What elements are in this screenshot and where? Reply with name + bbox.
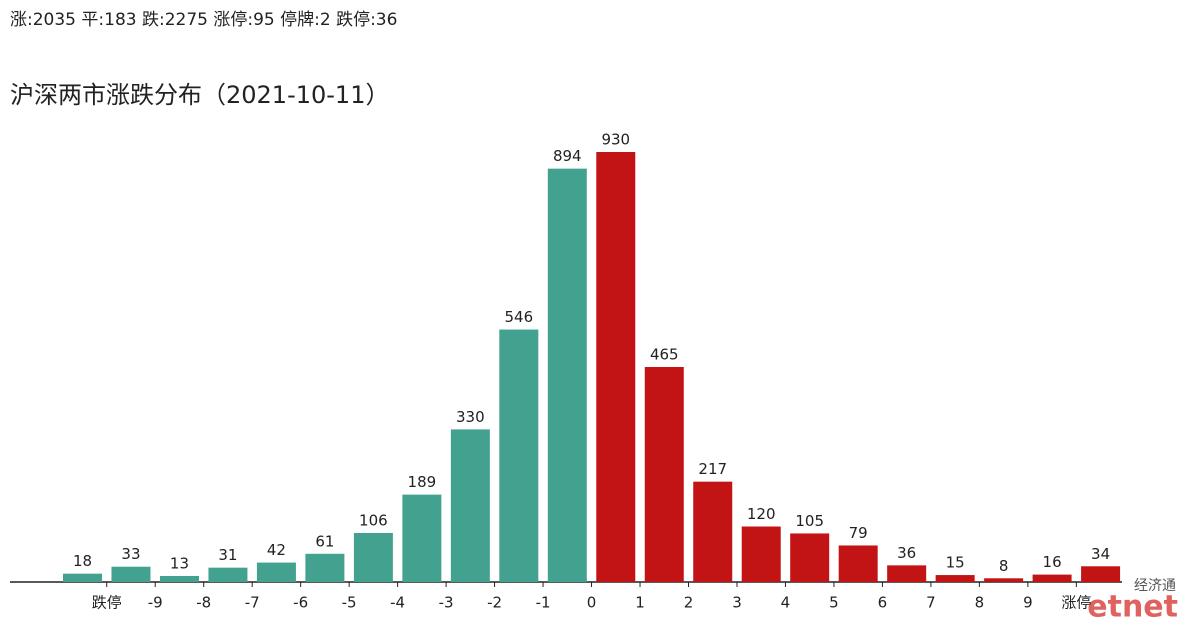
data-label: 34 (1091, 545, 1110, 563)
data-label: 16 (1043, 553, 1062, 571)
x-tick-label: -7 (245, 594, 260, 612)
x-tick-label: -4 (390, 594, 405, 612)
bar (450, 429, 490, 582)
bar (1032, 574, 1072, 582)
x-tick-label: -2 (487, 594, 502, 612)
data-label: 61 (315, 532, 334, 550)
data-label: 36 (897, 544, 916, 562)
chart-title: 沪深两市涨跌分布（2021-10-11） (10, 81, 389, 109)
data-label: 15 (946, 554, 965, 572)
bar (741, 526, 781, 582)
bar (547, 168, 587, 583)
bar (305, 553, 345, 582)
bar (256, 562, 296, 582)
bar (63, 573, 102, 582)
bar (208, 567, 248, 582)
bar (790, 533, 830, 582)
bar (353, 532, 393, 582)
x-tick-label: 9 (1023, 594, 1033, 612)
data-label: 465 (650, 346, 679, 364)
bar (1081, 566, 1121, 582)
data-label: 13 (170, 554, 189, 572)
data-label: 330 (456, 408, 485, 426)
summary: 涨:2035 平:183 跌:2275 涨停:95 停牌:2 跌停:36 (10, 10, 397, 30)
data-label: 33 (121, 545, 140, 563)
data-label: 8 (999, 557, 1009, 575)
x-tick-label: -8 (196, 594, 211, 612)
x-tick-label: 0 (587, 594, 597, 612)
x-tick-label: 1 (635, 594, 645, 612)
x-tick-label: -5 (342, 594, 357, 612)
x-tick-label: 7 (926, 594, 936, 612)
x-tick-label: 6 (878, 594, 888, 612)
x-tick-label: 跌停 (92, 594, 122, 612)
bar (159, 575, 199, 582)
data-label: 79 (849, 524, 868, 542)
watermark-top: 经济通 (1134, 578, 1176, 594)
data-label: 894 (553, 147, 582, 165)
data-label: 930 (601, 131, 630, 149)
bar (887, 565, 927, 582)
bar (111, 566, 151, 582)
watermark-bottom: etnet (1087, 590, 1178, 622)
x-tick-label: -3 (439, 594, 454, 612)
data-label: 217 (698, 460, 727, 478)
x-tick-label: 8 (975, 594, 985, 612)
bar (693, 481, 733, 582)
data-label: 546 (504, 308, 533, 326)
x-tick-label: -1 (536, 594, 551, 612)
data-label: 189 (408, 473, 437, 491)
bar (499, 329, 539, 582)
bar (984, 578, 1024, 582)
data-label: 106 (359, 511, 388, 529)
data-label: 120 (747, 505, 776, 523)
bar (935, 575, 975, 582)
x-tick-label: -9 (148, 594, 163, 612)
data-label: 105 (795, 512, 824, 530)
x-tick-label: 3 (732, 594, 742, 612)
x-tick-label: -6 (293, 594, 308, 612)
data-label: 31 (218, 546, 237, 564)
x-tick-label: 4 (781, 594, 791, 612)
x-tick-label: 5 (829, 594, 839, 612)
bar (596, 152, 636, 582)
bar (402, 494, 442, 582)
data-label: 42 (267, 541, 286, 559)
bar (838, 545, 878, 582)
bar (644, 367, 684, 582)
x-tick-label: 2 (684, 594, 694, 612)
data-label: 18 (73, 552, 92, 570)
x-tick-label: 涨停 (1061, 594, 1091, 612)
